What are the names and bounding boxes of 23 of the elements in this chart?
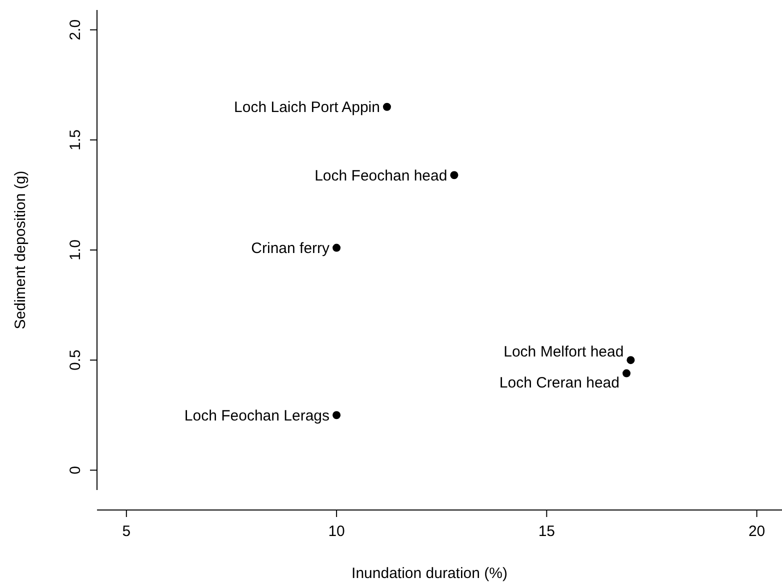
point	[382, 102, 391, 111]
point	[332, 411, 341, 420]
annotation: Loch Feochan Lerags	[184, 407, 330, 424]
x-axis-title: Inundation duration (%)	[352, 565, 508, 582]
annotation: Loch Creran head	[499, 374, 620, 392]
y-axis-title: Sediment deposition (g)	[12, 170, 29, 330]
point	[622, 369, 631, 378]
x-tick-label: 20	[748, 523, 766, 540]
annotation: Loch Melfort head	[504, 343, 624, 360]
y-tick-label: 2.0	[67, 19, 84, 40]
x-tick-label: 5	[122, 523, 131, 540]
x-tick-label: 15	[538, 523, 556, 540]
annotation: Loch Laich Port Appin	[234, 99, 380, 116]
point	[626, 356, 635, 364]
y-tick-label: 0.5	[67, 350, 84, 371]
y-tick-label: 1.0	[67, 240, 84, 260]
y-tick-label: 0	[67, 466, 84, 474]
y-tick-label: 1.5	[67, 129, 84, 150]
annotation: Crinan ferry	[251, 240, 330, 258]
x-tick-label: 10	[328, 523, 345, 540]
annotation: Loch Feochan head	[314, 167, 448, 184]
point	[450, 171, 458, 180]
point	[332, 244, 341, 252]
